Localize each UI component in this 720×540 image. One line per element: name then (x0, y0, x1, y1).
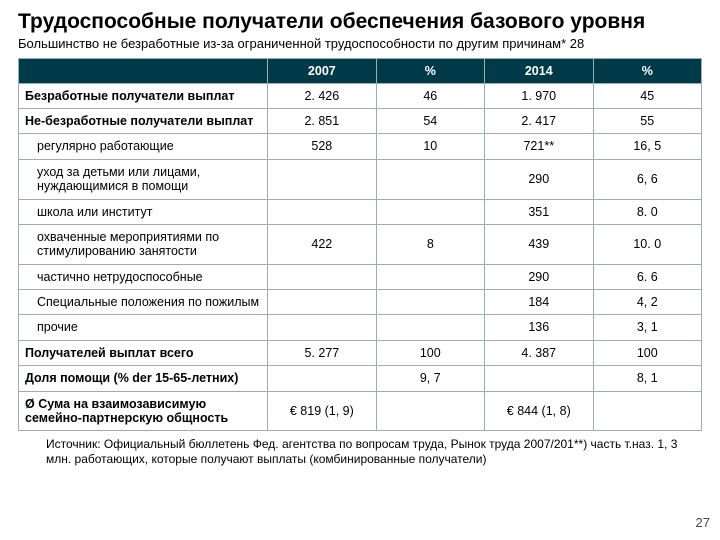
table-cell: 100 (593, 340, 702, 365)
table-cell: 100 (376, 340, 484, 365)
row-label: регулярно работающие (19, 134, 268, 159)
table-cell (268, 315, 376, 340)
table-cell: 439 (485, 224, 593, 264)
table-cell: 54 (376, 109, 484, 134)
table-cell: 9, 7 (376, 366, 484, 391)
row-label: Ø Сума на взаимозависимую семейно-партне… (19, 391, 268, 431)
table-cell: 6, 6 (593, 159, 702, 199)
footnote: Источник: Официальный бюллетень Фед. аге… (18, 431, 702, 467)
slide-title: Трудоспособные получатели обеспечения ба… (18, 10, 702, 34)
col-header: 2007 (268, 58, 376, 83)
col-header: % (376, 58, 484, 83)
table-cell (593, 391, 702, 431)
table-cell: 46 (376, 83, 484, 108)
table-cell: 8. 0 (593, 199, 702, 224)
row-label: Безработные получатели выплат (19, 83, 268, 108)
table-cell (268, 290, 376, 315)
table-row: прочие 1363, 1 (19, 315, 702, 340)
table-cell (268, 264, 376, 289)
row-label: частично нетрудоспособные (19, 264, 268, 289)
table-cell: 351 (485, 199, 593, 224)
table-cell: 5. 277 (268, 340, 376, 365)
page-number: 27 (696, 515, 710, 530)
header-blank (19, 58, 268, 83)
table-cell: 721** (485, 134, 593, 159)
table-cell: 8, 1 (593, 366, 702, 391)
table-cell (268, 159, 376, 199)
table-row: Специальные положения по пожилым 1844, 2 (19, 290, 702, 315)
table-cell: 422 (268, 224, 376, 264)
table-row: частично нетрудоспособные 2906. 6 (19, 264, 702, 289)
row-label: уход за детьми или лицами, нуждающимися … (19, 159, 268, 199)
table-cell: € 819 (1, 9) (268, 391, 376, 431)
table-row: охваченные мероприятиями по стимулирован… (19, 224, 702, 264)
table-cell (376, 264, 484, 289)
table-cell (268, 366, 376, 391)
table-header-row: 2007 % 2014 % (19, 58, 702, 83)
table-cell (268, 199, 376, 224)
table-row: школа или институт 3518. 0 (19, 199, 702, 224)
table-cell: 6. 6 (593, 264, 702, 289)
col-header: % (593, 58, 702, 83)
table-cell (376, 159, 484, 199)
row-label: охваченные мероприятиями по стимулирован… (19, 224, 268, 264)
table-cell: 10. 0 (593, 224, 702, 264)
col-header: 2014 (485, 58, 593, 83)
table-cell: 1. 970 (485, 83, 593, 108)
table-row: Безработные получатели выплат2. 426461. … (19, 83, 702, 108)
table-row: Не-безработные получатели выплат2. 85154… (19, 109, 702, 134)
data-table: 2007 % 2014 % Безработные получатели вып… (18, 58, 702, 432)
table-row: Получателей выплат всего5. 2771004. 3871… (19, 340, 702, 365)
row-label: прочие (19, 315, 268, 340)
table-cell: 290 (485, 264, 593, 289)
table-cell: 55 (593, 109, 702, 134)
table-cell: 2. 851 (268, 109, 376, 134)
table-cell (376, 290, 484, 315)
table-cell: 2. 417 (485, 109, 593, 134)
table-cell: 16, 5 (593, 134, 702, 159)
table-cell: 528 (268, 134, 376, 159)
table-cell (376, 315, 484, 340)
table-cell: 290 (485, 159, 593, 199)
table-row: Ø Сума на взаимозависимую семейно-партне… (19, 391, 702, 431)
table-cell: 184 (485, 290, 593, 315)
table-cell (485, 366, 593, 391)
row-label: Доля помощи (% der 15-65-летних) (19, 366, 268, 391)
table-cell (376, 391, 484, 431)
table-row: регулярно работающие52810721**16, 5 (19, 134, 702, 159)
slide-subtitle: Большинство не безработные из-за огранич… (18, 36, 702, 52)
row-label: Не-безработные получатели выплат (19, 109, 268, 134)
table-row: Доля помощи (% der 15-65-летних) 9, 7 8, 1 (19, 366, 702, 391)
row-label: школа или институт (19, 199, 268, 224)
table-row: уход за детьми или лицами, нуждающимися … (19, 159, 702, 199)
table-cell: 45 (593, 83, 702, 108)
row-label: Получателей выплат всего (19, 340, 268, 365)
table-cell: 4, 2 (593, 290, 702, 315)
table-cell: 2. 426 (268, 83, 376, 108)
table-cell: 8 (376, 224, 484, 264)
table-cell: 10 (376, 134, 484, 159)
table-cell: 4. 387 (485, 340, 593, 365)
table-cell: 3, 1 (593, 315, 702, 340)
table-cell (376, 199, 484, 224)
table-cell: € 844 (1, 8) (485, 391, 593, 431)
row-label: Специальные положения по пожилым (19, 290, 268, 315)
table-cell: 136 (485, 315, 593, 340)
